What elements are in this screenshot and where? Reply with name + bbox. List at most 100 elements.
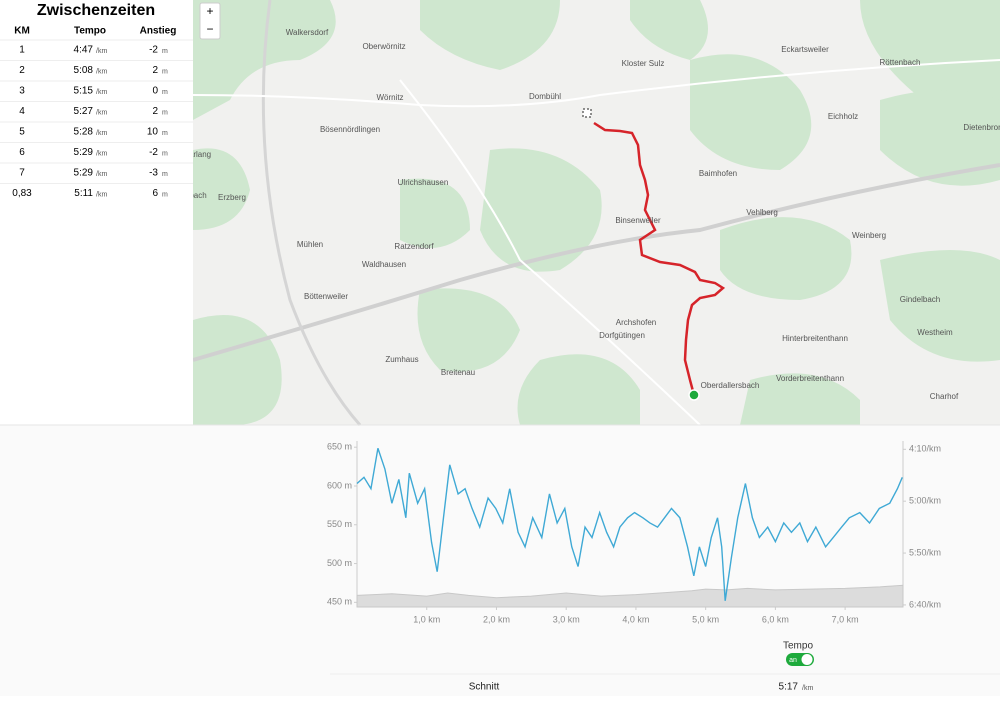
- place-label: Walkersdorf: [286, 28, 329, 37]
- summary-label: Schnitt: [469, 682, 500, 693]
- forest: [193, 0, 1000, 425]
- road: [399, 79, 701, 426]
- elevation-area: [356, 584, 904, 608]
- split-ascent: -2: [149, 147, 158, 158]
- pace-line: [356, 448, 903, 601]
- summary-value: 5:17: [779, 682, 799, 693]
- summary-unit: /km: [802, 685, 813, 692]
- y2-tick-label: 4:10/km: [909, 444, 941, 454]
- split-ascent-unit: m: [162, 68, 168, 75]
- splits-panel: [0, 0, 193, 425]
- place-label: Röttenbach: [880, 58, 921, 67]
- place-label: Ulrichshausen: [398, 178, 449, 187]
- x-tick-label: 2,0 km: [483, 614, 510, 624]
- split-ascent-unit: m: [162, 191, 168, 198]
- table-header: Anstieg: [140, 26, 177, 37]
- y-tick-label: 450 m: [327, 597, 352, 607]
- table-header: Tempo: [74, 26, 106, 37]
- split-tempo: 5:29: [74, 147, 94, 158]
- split-tempo-unit: /km: [96, 48, 107, 55]
- place-label: Eckartsweiler: [781, 45, 829, 54]
- split-ascent: 2: [152, 65, 158, 76]
- split-km: 3: [19, 86, 25, 97]
- split-ascent-unit: m: [162, 171, 168, 178]
- split-ascent: 6: [152, 188, 158, 199]
- place-label: Mühlen: [297, 240, 323, 249]
- x-tick-label: 7,0 km: [832, 614, 859, 624]
- split-ascent: 0: [152, 86, 158, 97]
- split-ascent-unit: m: [162, 130, 168, 137]
- split-km: 2: [19, 65, 25, 76]
- splits-title: Zwischenzeiten: [37, 2, 155, 19]
- map[interactable]: + − Walkersdorf Oberwörnitz Kloster Sulz Ec…: [189, 0, 1000, 426]
- split-km: 5: [19, 127, 25, 138]
- place-label: arlang: [189, 150, 211, 159]
- y-tick-label: 550 m: [327, 519, 352, 529]
- place-label: Dombühl: [529, 92, 561, 101]
- x-tick-label: 3,0 km: [553, 614, 580, 624]
- x-tick-label: 6,0 km: [762, 614, 789, 624]
- split-ascent-unit: m: [162, 48, 168, 55]
- split-tempo: 5:15: [74, 86, 94, 97]
- y2-tick-label: 5:50/km: [909, 547, 941, 557]
- split-km: 7: [19, 168, 25, 179]
- x-tick-label: 5,0 km: [692, 614, 719, 624]
- split-tempo-unit: /km: [96, 171, 107, 178]
- place-label: Hinterbreitenthann: [782, 334, 848, 343]
- highway: [261, 0, 362, 426]
- y2-tick-label: 5:00/km: [909, 496, 941, 506]
- place-label: Baimhofen: [699, 169, 737, 178]
- split-tempo: 5:28: [74, 127, 94, 138]
- split-tempo: 5:29: [74, 168, 94, 179]
- split-tempo: 5:11: [74, 188, 93, 199]
- split-ascent: -3: [149, 168, 158, 179]
- place-label: Charhof: [930, 392, 959, 401]
- toggle-label: Tempo: [783, 641, 813, 652]
- place-label: Binsenweiler: [615, 216, 661, 225]
- split-tempo: 4:47: [74, 45, 94, 56]
- zoom-control: [199, 2, 221, 40]
- place-label: Weinberg: [852, 231, 886, 240]
- y-tick-label: 500 m: [327, 558, 352, 568]
- split-tempo-unit: /km: [96, 191, 107, 198]
- split-ascent-unit: m: [162, 89, 168, 96]
- split-km: 1: [19, 45, 25, 56]
- place-label: Oberwörnitz: [362, 42, 405, 51]
- x-tick-label: 4,0 km: [622, 614, 649, 624]
- start-marker: [688, 389, 700, 401]
- place-label: Oberdallersbach: [701, 381, 760, 390]
- place-label: Böttenweiler: [304, 292, 348, 301]
- split-ascent: -2: [149, 45, 158, 56]
- place-label: Westheim: [917, 328, 953, 337]
- place-label: Zumhaus: [385, 355, 418, 364]
- place-label: Dorfgütingen: [599, 331, 645, 340]
- place-label: Breitenau: [441, 368, 475, 377]
- y-tick-label: 600 m: [327, 480, 352, 490]
- split-ascent: 10: [147, 127, 159, 138]
- y2-tick-label: 6:40/km: [909, 599, 941, 609]
- split-km: 0,83: [12, 188, 32, 199]
- split-tempo-unit: /km: [96, 89, 107, 96]
- place-label: Kloster Sulz: [622, 59, 665, 68]
- place-label: Dietenbron: [963, 123, 1000, 132]
- place-label: Bösennördlingen: [320, 125, 380, 134]
- route: [593, 121, 726, 396]
- zoom-out[interactable]: −: [206, 22, 213, 36]
- place-label: Waldhausen: [362, 260, 406, 269]
- place-label: Ratzendorf: [394, 242, 434, 251]
- split-tempo-unit: /km: [96, 109, 107, 116]
- place-label: Vorderbreitenthann: [776, 374, 844, 383]
- place-label: Eichholz: [828, 112, 858, 121]
- x-tick-label: 1,0 km: [413, 614, 440, 624]
- place-label: Archshofen: [616, 318, 656, 327]
- place-label: Wörnitz: [376, 93, 403, 102]
- zoom-in[interactable]: +: [206, 4, 213, 18]
- split-ascent-unit: m: [162, 150, 168, 157]
- toggle-state: an: [789, 657, 797, 664]
- place-label: Vehlberg: [746, 208, 778, 217]
- table-header: KM: [14, 26, 30, 37]
- split-tempo: 5:08: [74, 65, 94, 76]
- highway: [192, 163, 1000, 362]
- road: [192, 59, 1000, 108]
